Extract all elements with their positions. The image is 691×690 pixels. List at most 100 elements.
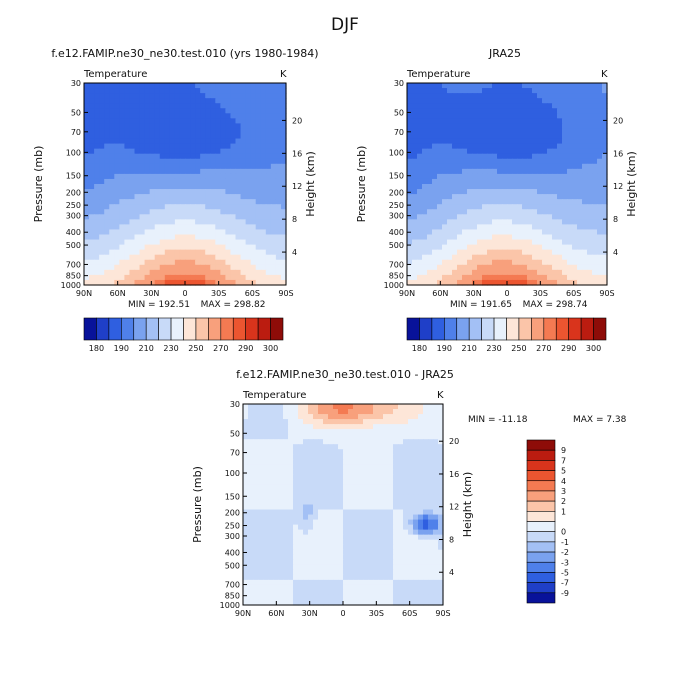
contour-cell [270, 113, 277, 119]
contour-cell [582, 103, 588, 109]
contour-cell [109, 249, 115, 256]
contour-cell [398, 554, 404, 561]
contour-cell [587, 264, 593, 271]
contour-cell [522, 83, 528, 89]
contour-cell [268, 469, 274, 475]
contour-cell [139, 123, 146, 130]
contour-cell [313, 579, 319, 586]
contour-cell [577, 264, 583, 271]
contour-cell [169, 178, 176, 185]
contour-cell [328, 589, 334, 596]
contour-cell [467, 173, 473, 180]
contour-cell [303, 489, 309, 496]
contour-cell [205, 123, 211, 130]
contour-cell [378, 454, 384, 460]
contour-cell [210, 163, 216, 170]
contour-cell [542, 83, 548, 89]
contour-cell [114, 194, 120, 200]
contour-cell [250, 239, 257, 246]
contour-cell [527, 204, 533, 210]
contour-cell [250, 249, 257, 256]
contour-cell [273, 484, 279, 491]
contour-cell [255, 148, 262, 155]
contour-cell [308, 434, 314, 440]
contour-cell [263, 494, 269, 501]
contour-cell [94, 123, 100, 130]
contour-cell [230, 123, 237, 130]
contour-cell [457, 279, 463, 286]
contour-cell [250, 269, 257, 276]
contour-cell [408, 599, 414, 606]
contour-cell [567, 138, 573, 145]
contour-cell [388, 554, 394, 561]
contour-cell [174, 128, 181, 135]
contour-cell [124, 194, 131, 200]
contour-cell [417, 108, 423, 114]
contour-cell [124, 234, 131, 241]
contour-cell [159, 244, 166, 251]
contour-cell [248, 514, 254, 521]
contour-cell [273, 574, 279, 581]
contour-cell [94, 194, 100, 200]
contour-cell [298, 599, 304, 606]
contour-cell [179, 254, 186, 261]
contour-cell [89, 249, 95, 256]
contour-cell [179, 148, 186, 155]
contour-cell [323, 594, 329, 601]
contour-cell [308, 574, 314, 581]
contour-cell [235, 279, 242, 286]
contour-cell [94, 209, 100, 215]
contour-cell [174, 93, 181, 99]
contour-cell [200, 123, 206, 130]
contour-cell [467, 168, 473, 175]
contour-cell [260, 269, 267, 276]
contour-cell [383, 519, 389, 526]
contour-cell [164, 118, 171, 124]
contour-cell [428, 484, 434, 491]
contour-cell [393, 574, 399, 581]
right-axis-label: Height (km) [625, 151, 638, 217]
contour-cell [109, 194, 115, 200]
contour-cell [99, 133, 105, 140]
contour-cell [129, 254, 136, 261]
contour-cell [487, 274, 493, 281]
contour-cell [507, 234, 513, 241]
contour-cell [587, 118, 593, 124]
contour-cell [428, 539, 434, 546]
contour-cell [210, 229, 216, 236]
contour-cell [273, 589, 279, 596]
contour-cell [348, 524, 354, 531]
contour-cell [368, 589, 374, 596]
contour-cell [358, 429, 364, 435]
contour-cell [258, 574, 264, 581]
contour-cell [303, 459, 309, 465]
contour-cell [413, 574, 419, 581]
contour-cell [492, 199, 498, 205]
contour-cell [134, 83, 141, 89]
contour-cell [190, 143, 196, 150]
contour-cell [432, 274, 438, 281]
contour-cell [557, 133, 563, 140]
contour-cell [537, 269, 543, 276]
contour-cell [398, 494, 404, 501]
contour-cell [358, 444, 364, 450]
contour-cell [265, 98, 272, 104]
contour-cell [338, 479, 344, 486]
contour-cell [84, 259, 90, 266]
contour-cell [174, 88, 181, 94]
contour-cell [139, 239, 146, 246]
contour-cell [447, 178, 453, 185]
contour-cell [210, 133, 216, 140]
contour-cell [418, 539, 424, 546]
contour-cell [512, 259, 518, 266]
contour-cell [383, 579, 389, 586]
contour-cell [89, 173, 95, 180]
contour-cell [552, 199, 558, 205]
contour-cell [437, 178, 443, 185]
contour-cell [348, 419, 354, 425]
contour-cell [200, 224, 206, 231]
contour-cell [388, 459, 394, 465]
contour-cell [487, 224, 493, 231]
contour-cell [225, 204, 232, 210]
contour-cell [134, 88, 141, 94]
